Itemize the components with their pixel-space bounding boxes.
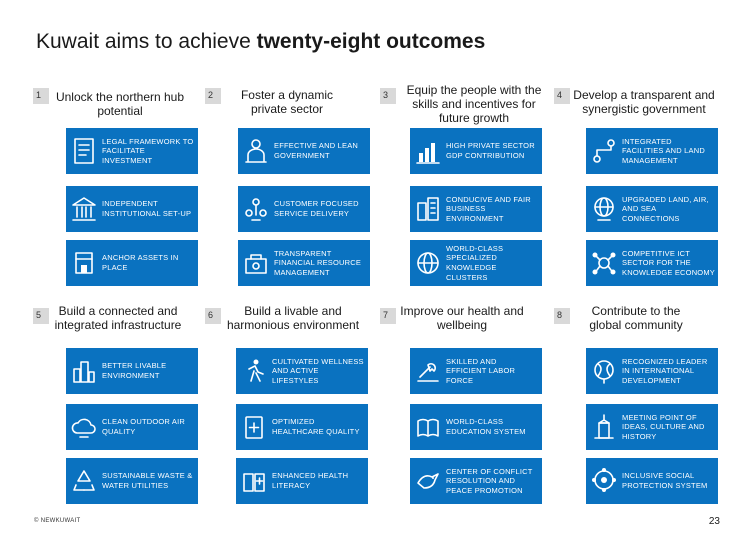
health-literacy-icon	[239, 465, 269, 497]
pillar-heading-3: Equip the people with the skills and inc…	[406, 83, 542, 125]
outcome-card: ENHANCED HEALTH LITERACY	[236, 458, 368, 504]
outcome-label: COMPETITIVE ICT SECTOR FOR THE KNOWLEDGE…	[622, 248, 715, 277]
outcome-card: WORLD-CLASS SPECIALIZED KNOWLEDGE CLUSTE…	[410, 240, 542, 286]
outcome-card: CONDUCIVE AND FAIR BUSINESS ENVIRONMENT	[410, 186, 542, 232]
business-environment-icon	[413, 193, 443, 225]
outcome-label: SKILLED AND EFFICIENT LABOR FORCE	[446, 356, 516, 385]
pillar-number-2: 2	[205, 88, 221, 104]
outcome-label: WORLD-CLASS EDUCATION SYSTEM	[446, 417, 526, 436]
active-lifestyle-icon	[239, 355, 269, 387]
pillar-heading-2: Foster a dynamic private sector	[240, 88, 334, 116]
outcome-card: CLEAN OUTDOOR AIR QUALITY	[66, 404, 198, 450]
financial-resource-icon	[241, 247, 271, 279]
outcome-label: SUSTAINABLE WASTE & WATER UTILITIES	[102, 471, 193, 490]
land-management-icon	[589, 135, 619, 167]
healthcare-icon	[239, 411, 269, 443]
outcome-card: BETTER LIVABLE ENVIRONMENT	[66, 348, 198, 394]
pillar-heading-6: Build a livable and harmonious environme…	[226, 304, 360, 332]
outcome-card: HIGH PRIVATE SECTOR GDP CONTRIBUTION	[410, 128, 542, 174]
livable-city-icon	[69, 355, 99, 387]
pillar-heading-8: Contribute to the global community	[589, 304, 683, 332]
outcome-label: BETTER LIVABLE ENVIRONMENT	[102, 361, 167, 380]
outcome-label: LEGAL FRAMEWORK TO FACILITATE INVESTMENT	[102, 136, 194, 165]
knowledge-cluster-icon	[413, 247, 443, 279]
page-number: 23	[708, 516, 720, 527]
customer-focus-icon	[241, 193, 271, 225]
ict-network-icon	[589, 247, 619, 279]
outcome-label: CONDUCIVE AND FAIR BUSINESS ENVIRONMENT	[446, 194, 531, 223]
outcome-label: ANCHOR ASSETS IN PLACE	[102, 253, 179, 272]
outcome-label: ENHANCED HEALTH LITERACY	[272, 471, 349, 490]
outcome-card: WORLD-CLASS EDUCATION SYSTEM	[410, 404, 542, 450]
outcome-card: ANCHOR ASSETS IN PLACE	[66, 240, 198, 286]
outcome-card: LEGAL FRAMEWORK TO FACILITATE INVESTMENT	[66, 128, 198, 174]
outcome-label: RECOGNIZED LEADER IN INTERNATIONAL DEVEL…	[622, 356, 708, 385]
legal-document-icon	[69, 135, 99, 167]
social-protection-icon	[589, 465, 619, 497]
outcome-label: HIGH PRIVATE SECTOR GDP CONTRIBUTION	[446, 141, 535, 160]
outcome-card: INCLUSIVE SOCIAL PROTECTION SYSTEM	[586, 458, 718, 504]
page-title: Kuwait aims to achieve twenty-eight outc…	[36, 30, 486, 53]
outcome-label: TRANSPARENT FINANCIAL RESOURCE MANAGEMEN…	[274, 248, 362, 277]
culture-landmark-icon	[589, 411, 619, 443]
pillar-number-1: 1	[33, 88, 49, 104]
peace-dove-icon	[413, 465, 443, 497]
outcome-label: EFFECTIVE AND LEAN GOVERNMENT	[274, 141, 359, 160]
outcome-label: CENTER OF CONFLICT RESOLUTION AND PEACE …	[446, 466, 533, 495]
recycle-icon	[69, 465, 99, 497]
outcome-card: UPGRADED LAND, AIR, AND SEA CONNECTIONS	[586, 186, 718, 232]
outcome-card: CENTER OF CONFLICT RESOLUTION AND PEACE …	[410, 458, 542, 504]
outcome-card: SKILLED AND EFFICIENT LABOR FORCE	[410, 348, 542, 394]
pillar-number-8: 8	[554, 308, 570, 324]
pillar-number-7: 7	[380, 308, 396, 324]
outcome-label: INTEGRATED FACILITIES AND LAND MANAGEMEN…	[622, 136, 705, 165]
outcome-card: INDEPENDENT INSTITUTIONAL SET-UP	[66, 186, 198, 232]
outcome-label: MEETING POINT OF IDEAS, CULTURE AND HIST…	[622, 412, 705, 441]
pillar-number-6: 6	[205, 308, 221, 324]
pillar-heading-7: Improve our health and wellbeing	[400, 304, 524, 332]
government-icon	[241, 135, 271, 167]
pillar-heading-4: Develop a transparent and synergistic go…	[573, 88, 715, 116]
outcome-label: UPGRADED LAND, AIR, AND SEA CONNECTIONS	[622, 194, 709, 223]
outcome-label: INCLUSIVE SOCIAL PROTECTION SYSTEM	[622, 471, 708, 490]
outcome-card: COMPETITIVE ICT SECTOR FOR THE KNOWLEDGE…	[586, 240, 718, 286]
outcome-label: INDEPENDENT INSTITUTIONAL SET-UP	[102, 199, 192, 218]
clean-air-icon	[69, 411, 99, 443]
copyright-footer: © NEWKUWAIT	[34, 518, 81, 524]
outcome-label: WORLD-CLASS SPECIALIZED KNOWLEDGE CLUSTE…	[446, 243, 504, 282]
international-development-icon	[589, 355, 619, 387]
pillar-heading-1: Unlock the northern hub potential	[55, 90, 185, 118]
pillar-heading-5: Build a connected and integrated infrast…	[54, 304, 182, 332]
anchor-asset-icon	[69, 247, 99, 279]
outcome-card: RECOGNIZED LEADER IN INTERNATIONAL DEVEL…	[586, 348, 718, 394]
outcome-card: TRANSPARENT FINANCIAL RESOURCE MANAGEMEN…	[238, 240, 370, 286]
outcome-card: OPTIMIZED HEALTHCARE QUALITY	[236, 404, 368, 450]
outcome-card: INTEGRATED FACILITIES AND LAND MANAGEMEN…	[586, 128, 718, 174]
outcome-label: CULTIVATED WELLNESS AND ACTIVE LIFESTYLE…	[272, 356, 364, 385]
pillar-number-4: 4	[554, 88, 570, 104]
education-book-icon	[413, 411, 443, 443]
outcome-card: SUSTAINABLE WASTE & WATER UTILITIES	[66, 458, 198, 504]
outcome-card: CULTIVATED WELLNESS AND ACTIVE LIFESTYLE…	[236, 348, 368, 394]
gdp-chart-icon	[413, 135, 443, 167]
institution-building-icon	[69, 193, 99, 225]
pillar-number-5: 5	[33, 308, 49, 324]
outcome-card: EFFECTIVE AND LEAN GOVERNMENT	[238, 128, 370, 174]
outcome-card: MEETING POINT OF IDEAS, CULTURE AND HIST…	[586, 404, 718, 450]
pillar-number-3: 3	[380, 88, 396, 104]
outcome-card: CUSTOMER FOCUSED SERVICE DELIVERY	[238, 186, 370, 232]
outcome-label: CLEAN OUTDOOR AIR QUALITY	[102, 417, 185, 436]
globe-connections-icon	[589, 193, 619, 225]
skilled-labor-icon	[413, 355, 443, 387]
outcome-label: CUSTOMER FOCUSED SERVICE DELIVERY	[274, 199, 359, 218]
outcome-label: OPTIMIZED HEALTHCARE QUALITY	[272, 417, 360, 436]
